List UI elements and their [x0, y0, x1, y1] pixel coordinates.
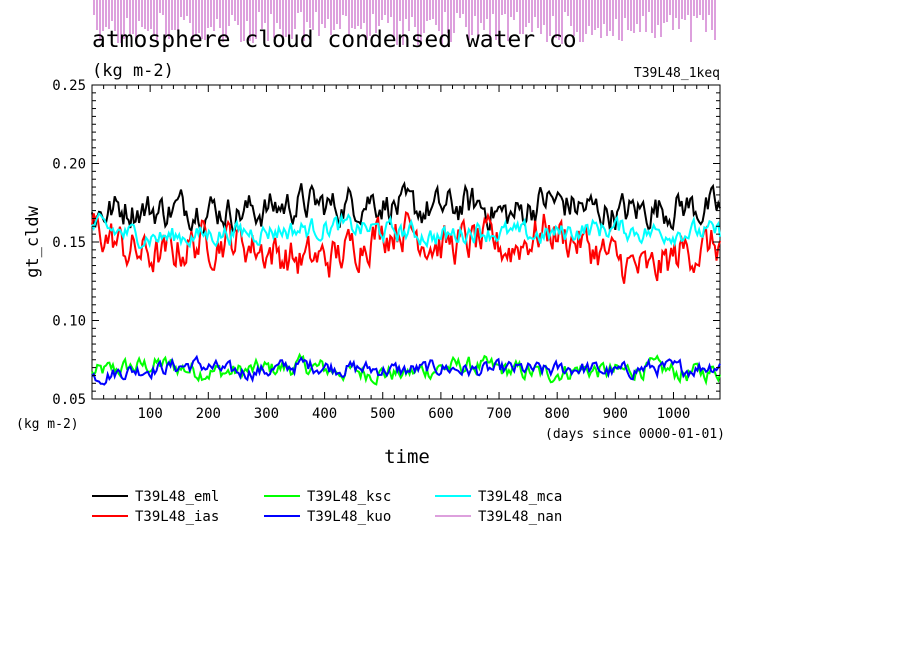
x-tick-label: 700 [486, 406, 511, 422]
legend: T39L48_eml T39L48_ias T39L48_ksc T39L48_kuo… [92, 489, 562, 525]
y-unit-label: (kg m-2) [16, 417, 79, 432]
axis-ticks [91, 84, 721, 400]
y-tick-labels: 0.05 0.10 0.15 0.20 0.25 [52, 78, 86, 408]
y-axis-label: gt_cldw [23, 205, 43, 277]
y-tick-label: 0.25 [52, 78, 86, 94]
y-tick-label: 0.20 [52, 157, 86, 173]
run-label: T39L48_1keq [634, 66, 720, 81]
x-tick-label: 900 [603, 406, 628, 422]
series-line-T39L48_eml [91, 180, 721, 237]
legend-label: T39L48_eml [135, 489, 219, 505]
x-tick-label: 1000 [657, 406, 691, 422]
series-line-T39L48_kuo [91, 354, 721, 386]
x-tick-label: 600 [428, 406, 453, 422]
legend-label: T39L48_nan [478, 509, 562, 525]
chart-units-label: (kg m-2) [92, 61, 174, 81]
y-tick-label: 0.10 [52, 314, 86, 330]
x-tick-label: 800 [545, 406, 570, 422]
legend-label: T39L48_kuo [307, 509, 391, 525]
plot-area [91, 180, 721, 386]
x-tick-label: 300 [254, 406, 279, 422]
legend-label: T39L48_ksc [307, 489, 391, 505]
x-tick-labels: 100 200 300 400 500 600 700 800 900 1000 [137, 406, 690, 422]
series-line-T39L48_mca [91, 212, 721, 250]
y-tick-label: 0.15 [52, 235, 86, 251]
series-line-T39L48_ias [91, 211, 721, 284]
x-tick-label: 400 [312, 406, 337, 422]
legend-label: T39L48_mca [478, 489, 562, 505]
chart-title: atmosphere cloud condensed water co [92, 27, 577, 53]
x-tick-label: 200 [196, 406, 221, 422]
x-axis-label: time [384, 446, 430, 468]
x-tick-label: 100 [137, 406, 162, 422]
y-tick-label: 0.05 [52, 392, 86, 408]
x-unit-label: (days since 0000-01-01) [545, 427, 725, 442]
legend-label: T39L48_ias [135, 509, 219, 525]
x-tick-label: 500 [370, 406, 395, 422]
nan-series-strip [93, 0, 716, 45]
